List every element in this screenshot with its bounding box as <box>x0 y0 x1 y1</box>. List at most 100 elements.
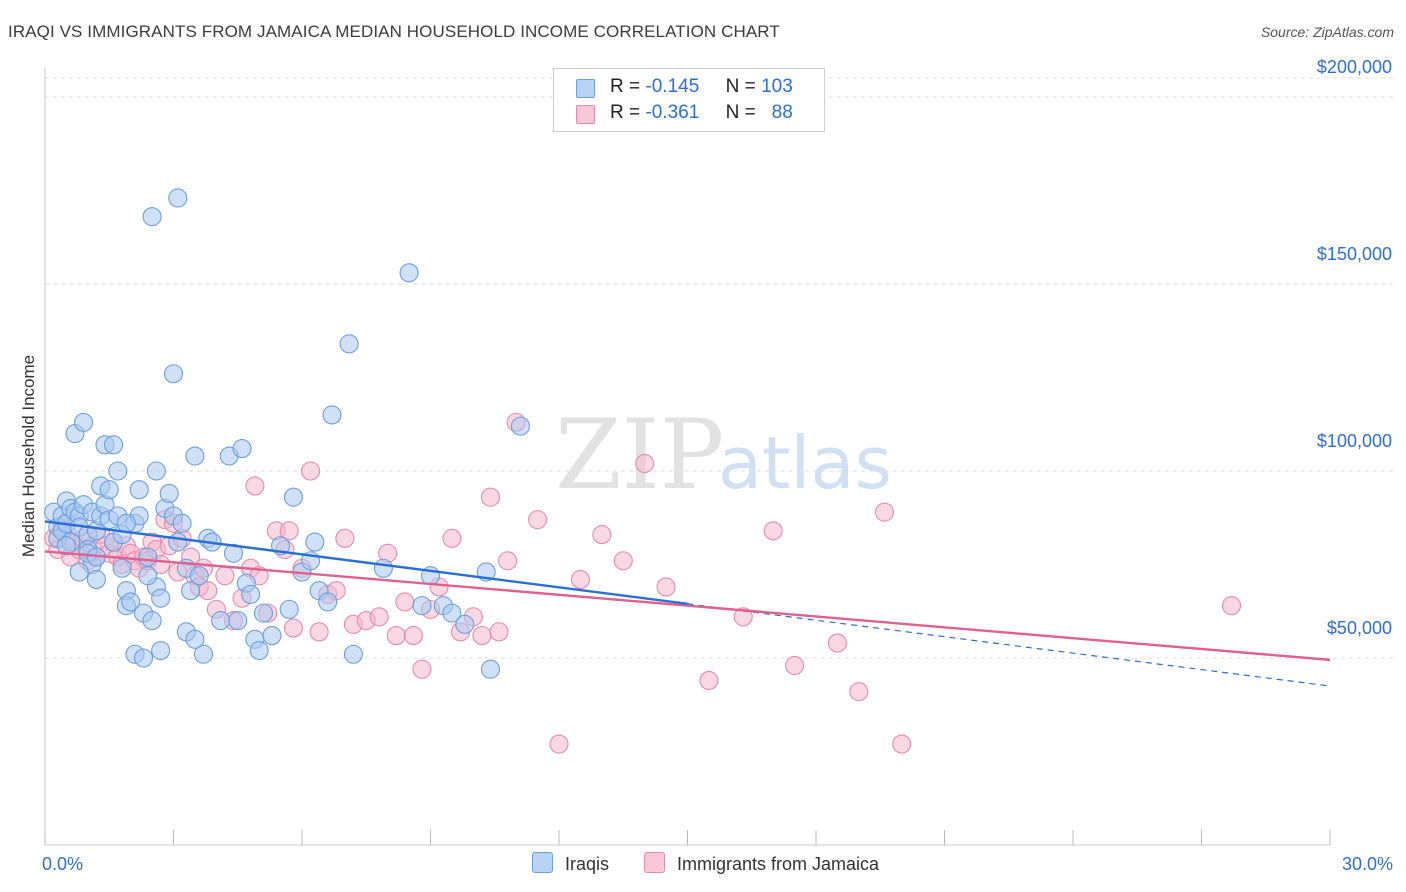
iraqis-point <box>279 599 299 619</box>
jamaica-point <box>472 626 492 646</box>
iraqis-point <box>322 405 342 425</box>
iraqis-point <box>185 629 205 649</box>
legend-r-label: R = <box>610 102 641 123</box>
watermark-atlas: atlas <box>718 421 892 505</box>
bottom-legend-swatch-jamaica <box>644 852 665 873</box>
iraqis-point <box>138 547 158 567</box>
jamaica-point <box>849 682 869 702</box>
iraqis-point <box>112 558 132 578</box>
iraqis-point <box>442 603 462 623</box>
x-tick-label-min: 0.0% <box>42 854 83 874</box>
jamaica-point <box>592 525 612 545</box>
iraqis-point <box>116 513 136 533</box>
iraqis-point <box>241 584 261 604</box>
jamaica-point <box>570 569 590 590</box>
iraqis-point <box>185 446 205 466</box>
iraqis-point <box>181 581 201 601</box>
jamaica-point <box>245 476 265 496</box>
bottom-legend-swatch-iraqis <box>532 852 553 873</box>
iraqis-point <box>129 480 149 500</box>
jamaica-point <box>412 659 432 679</box>
jamaica-point <box>498 551 518 571</box>
jamaica-trend-line <box>44 550 1331 662</box>
legend-n-value-jamaica: 88 <box>771 102 793 123</box>
jamaica-point <box>489 622 509 642</box>
jamaica-point <box>874 502 895 522</box>
jamaica-point <box>785 655 805 676</box>
iraqis-point <box>56 536 76 556</box>
axes <box>44 68 1331 846</box>
bottom-legend-iraqis: Iraqis <box>532 852 609 875</box>
stats-legend: R = -0.145 N = 103 R = -0.361 N = 88 <box>553 68 825 132</box>
iraqis-point <box>262 626 282 646</box>
iraqis-point <box>232 439 252 459</box>
iraqis-point <box>133 648 154 668</box>
watermark-zip: ZIP <box>555 399 724 511</box>
bottom-legend-label-iraqis: Iraqis <box>565 854 610 874</box>
bottom-legend-jamaica: Immigrants from Jamaica <box>644 852 879 875</box>
jamaica-point <box>733 607 753 627</box>
iraqis-point <box>159 483 179 503</box>
jamaica-point <box>656 577 676 597</box>
iraqis-point <box>151 588 171 608</box>
iraqis-point <box>99 480 119 500</box>
jamaica-point <box>309 622 329 642</box>
jamaica-point <box>301 461 321 481</box>
iraqis-point <box>211 611 231 631</box>
iraqis-point <box>399 263 419 283</box>
jamaica-point <box>549 734 569 754</box>
iraqis-point <box>193 644 214 664</box>
jamaica-point <box>1221 596 1242 616</box>
iraqis-point <box>142 611 162 631</box>
iraqis-point <box>455 614 475 634</box>
jamaica-point <box>892 734 912 754</box>
legend-swatch-iraqis <box>576 79 595 98</box>
jamaica-point <box>442 528 462 548</box>
iraqis-point <box>121 592 141 612</box>
y-tick-label: $200,000 <box>1317 57 1392 77</box>
y-tick-label: $50,000 <box>1327 618 1392 638</box>
iraqis-trend-extension <box>687 603 1331 687</box>
legend-r-label: R = <box>610 76 641 97</box>
iraqis-point <box>305 532 325 552</box>
source-label: Source: ZipAtlas.com <box>1260 24 1394 40</box>
iraqis-point <box>103 435 124 455</box>
jamaica-point <box>528 510 548 530</box>
jamaica-point <box>215 566 235 586</box>
iraqis-point <box>168 532 188 552</box>
legend-n-value-iraqis: 103 <box>761 76 793 97</box>
iraqis-point <box>480 659 501 679</box>
y-tick-label: $100,000 <box>1317 431 1392 451</box>
iraqis-point <box>339 334 359 354</box>
iraqis-trend-line <box>44 520 688 605</box>
legend-n-label: N = <box>725 76 756 97</box>
series-iraqis-points <box>44 188 531 679</box>
legend-r-value-jamaica: -0.361 <box>645 102 700 123</box>
iraqis-point <box>168 188 188 208</box>
iraqis-point <box>249 640 269 661</box>
jamaica-point <box>279 521 299 541</box>
iraqis-point <box>163 364 184 384</box>
jamaica-point <box>335 528 355 548</box>
iraqis-point <box>373 558 393 578</box>
jamaica-point <box>386 626 406 646</box>
jamaica-point <box>480 487 501 507</box>
iraqis-point <box>228 611 248 631</box>
axis-labels: $50,000 $100,000 $150,000 $200,000 0.0% 30.0%… <box>19 57 1393 874</box>
series-jamaica-points <box>44 412 1242 754</box>
iraqis-point <box>151 640 171 661</box>
iraqis-point <box>69 562 89 582</box>
iraqis-point <box>223 543 244 563</box>
iraqis-point <box>74 412 94 432</box>
iraqis-point <box>253 603 274 623</box>
legend-r-value-iraqis: -0.145 <box>645 76 700 97</box>
jamaica-point <box>369 607 389 627</box>
iraqis-point <box>86 569 106 590</box>
iraqis-point <box>146 461 166 481</box>
iraqis-point <box>510 416 531 436</box>
iraqis-point <box>142 207 162 227</box>
legend-n-label: N = <box>725 102 756 123</box>
jamaica-point <box>827 633 847 653</box>
chart-title: IRAQI VS IMMIGRANTS FROM JAMAICA MEDIAN … <box>8 22 780 41</box>
